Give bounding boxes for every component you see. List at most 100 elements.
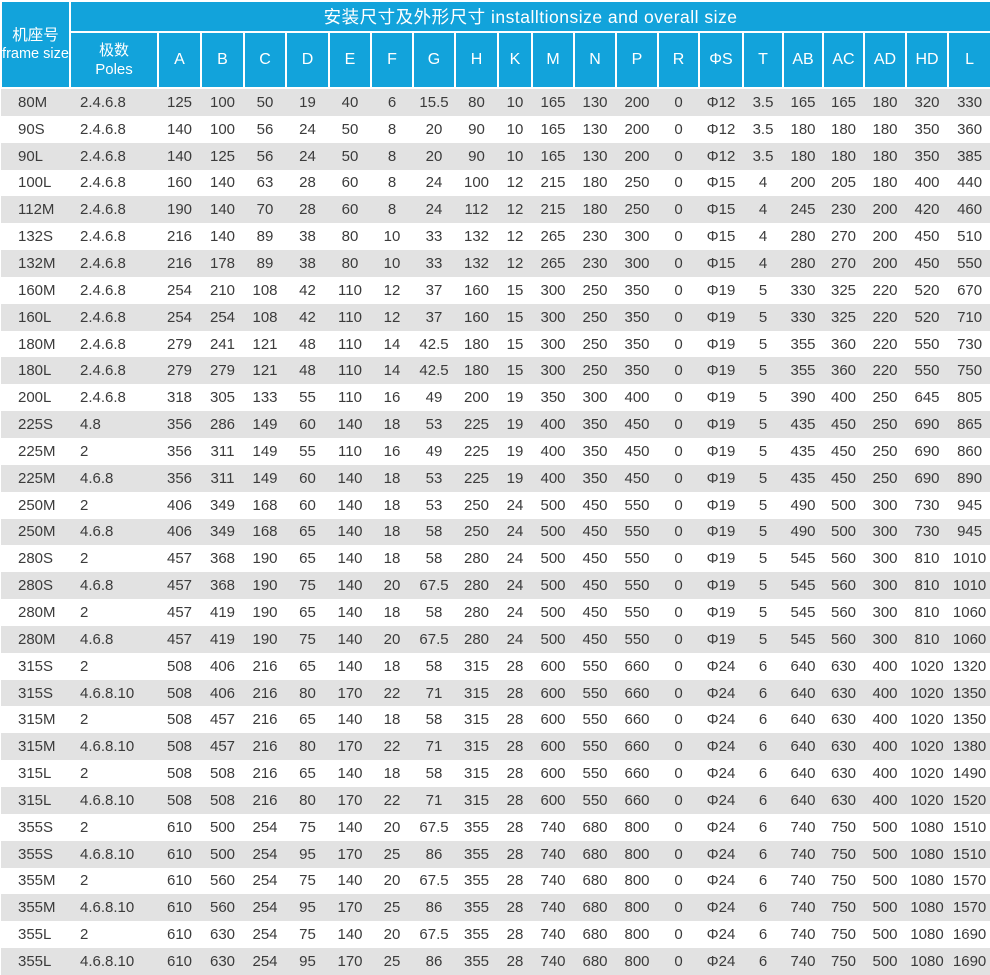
- dim-cell: 65: [286, 652, 329, 680]
- dim-cell: 280: [455, 625, 498, 653]
- dim-cell: 86: [413, 894, 455, 922]
- dim-cell: 360: [823, 330, 864, 358]
- dim-cell: 400: [616, 384, 658, 412]
- column-header-row: 极数 Poles A B C D E F G H K M N P R ΦS T AB AC AD HD L: [1, 31, 990, 89]
- dim-cell: 160: [455, 303, 498, 331]
- dim-cell: 75: [286, 572, 329, 600]
- dim-cell: Φ12: [699, 142, 743, 170]
- dim-cell: 95: [286, 948, 329, 975]
- dim-cell: 180: [823, 115, 864, 143]
- dim-cell: 140: [329, 760, 371, 787]
- dim-cell: 610: [158, 894, 201, 922]
- dim-cell: 170: [329, 679, 371, 707]
- dim-cell: 0: [658, 464, 699, 492]
- dim-cell: 315: [455, 652, 498, 680]
- table-row: 80M 2.4.6.8 125 100 50 19 40 6 15.5 80 10 165 130 200…: [1, 88, 990, 116]
- poles-cell: 4.6.8: [70, 625, 158, 653]
- dim-cell: 610: [158, 948, 201, 975]
- dim-cell: 20: [413, 115, 455, 143]
- poles-cell: 2.4.6.8: [70, 330, 158, 358]
- dim-cell: 65: [286, 518, 329, 546]
- dim-cell: 254: [244, 813, 286, 841]
- dim-cell: 740: [532, 921, 574, 949]
- dim-cell: Φ19: [699, 276, 743, 304]
- frame-size-cell: 225S: [1, 411, 70, 438]
- dim-cell: 18: [371, 518, 413, 546]
- dim-cell: 460: [948, 196, 990, 224]
- dim-cell: 450: [823, 464, 864, 492]
- dim-cell: 112: [455, 196, 498, 224]
- dim-cell: Φ19: [699, 625, 743, 653]
- dim-cell: Φ19: [699, 411, 743, 438]
- dim-cell: 5: [743, 276, 783, 304]
- dim-cell: 390: [783, 384, 823, 412]
- dim-cell: 680: [574, 840, 616, 868]
- dim-cell: Φ24: [699, 867, 743, 895]
- dim-cell: 740: [783, 894, 823, 922]
- dim-cell: 24: [498, 518, 532, 546]
- dim-cell: 1350: [948, 679, 990, 707]
- dim-cell: 216: [244, 786, 286, 814]
- frame-size-cell: 280M: [1, 625, 70, 653]
- dim-cell: 500: [864, 894, 906, 922]
- dim-cell: 508: [201, 760, 244, 787]
- dim-cell: 270: [823, 250, 864, 277]
- dim-cell: 945: [948, 491, 990, 519]
- poles-cell: 2: [70, 867, 158, 895]
- dim-cell: 5: [743, 599, 783, 626]
- poles-cell: 2: [70, 813, 158, 841]
- table-row: 250M 2 406 349 168 60 140 18 53 250 24 500 450 550 0 Φ1…: [1, 491, 990, 519]
- dim-cell: 170: [329, 894, 371, 922]
- dim-cell: 660: [616, 679, 658, 707]
- dim-cell: 400: [864, 760, 906, 787]
- dim-cell: 50: [329, 115, 371, 143]
- column-header-N: N: [573, 31, 617, 89]
- dim-cell: 1380: [948, 733, 990, 761]
- dim-cell: 560: [823, 599, 864, 626]
- dim-cell: 110: [329, 303, 371, 331]
- dim-cell: 0: [658, 491, 699, 519]
- table-row: 180L 2.4.6.8 279 279 121 48 110 14 42.5 180 15 300 2…: [1, 357, 990, 385]
- table-row: 280M 4.6.8 457 419 190 75 140 20 67.5 280 24 500 450…: [1, 625, 990, 653]
- dim-cell: 75: [286, 867, 329, 895]
- dim-cell: 560: [823, 625, 864, 653]
- dim-cell: 140: [158, 142, 201, 170]
- dim-cell: 300: [616, 250, 658, 277]
- dim-cell: 86: [413, 840, 455, 868]
- dim-cell: 800: [616, 867, 658, 895]
- poles-cell: 4.8: [70, 411, 158, 438]
- dim-cell: 6: [743, 652, 783, 680]
- dim-cell: 6: [743, 733, 783, 761]
- dim-cell: 356: [158, 438, 201, 465]
- dim-cell: 216: [244, 706, 286, 734]
- column-header-A: A: [157, 31, 202, 89]
- dim-cell: 10: [498, 142, 532, 170]
- dim-cell: 28: [498, 921, 532, 949]
- dim-cell: 90: [455, 142, 498, 170]
- poles-cell: 4.6.8: [70, 464, 158, 492]
- dim-cell: 71: [413, 786, 455, 814]
- dim-cell: 200: [864, 250, 906, 277]
- dim-cell: 520: [906, 276, 948, 304]
- dim-cell: 1010: [948, 572, 990, 600]
- dim-cell: 279: [158, 330, 201, 358]
- dim-cell: Φ24: [699, 679, 743, 707]
- dim-cell: 6: [743, 679, 783, 707]
- dim-cell: 200: [455, 384, 498, 412]
- dim-cell: Φ24: [699, 921, 743, 949]
- dim-cell: 350: [532, 384, 574, 412]
- frame-size-cell: 280S: [1, 545, 70, 573]
- dim-cell: 355: [455, 948, 498, 975]
- dim-cell: 550: [574, 733, 616, 761]
- dim-cell: 33: [413, 223, 455, 251]
- frame-size-cell: 132M: [1, 250, 70, 277]
- dim-cell: 178: [201, 250, 244, 277]
- dim-cell: Φ24: [699, 760, 743, 787]
- dim-cell: 600: [532, 786, 574, 814]
- frame-size-cell: 250M: [1, 491, 70, 519]
- dim-cell: 140: [201, 169, 244, 197]
- dim-cell: 58: [413, 599, 455, 626]
- dim-cell: 65: [286, 760, 329, 787]
- dim-cell: 18: [371, 599, 413, 626]
- dim-cell: 730: [906, 518, 948, 546]
